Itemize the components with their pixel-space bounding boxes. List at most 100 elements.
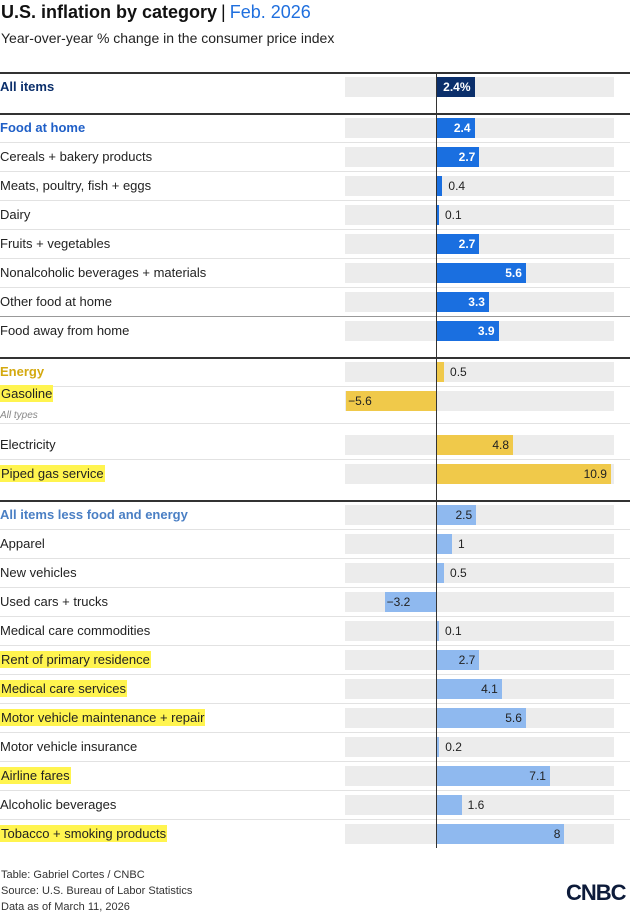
row-label: Fruits + vegetables (0, 236, 110, 252)
row-divider (0, 287, 630, 288)
data-label: −5.6 (348, 394, 372, 408)
data-label: 4.1 (481, 682, 498, 696)
row-label: Piped gas service (0, 465, 105, 482)
row-divider (0, 258, 630, 259)
data-bar (436, 766, 550, 786)
data-label: 7.1 (529, 769, 546, 783)
group-header-label: All items (0, 79, 54, 95)
row-divider (0, 316, 630, 317)
bar-track (345, 505, 614, 525)
data-bar (436, 464, 611, 484)
footer-source: Source: U.S. Bureau of Labor Statistics (1, 885, 193, 897)
bar-track (345, 176, 614, 196)
row-label: Gasoline (0, 385, 54, 402)
data-bar (436, 263, 526, 283)
data-bar (436, 505, 477, 525)
row-divider (0, 459, 630, 460)
title-separator: | (221, 2, 226, 22)
bar-track (345, 737, 614, 757)
title-text: U.S. inflation by category (1, 2, 218, 22)
row-divider (0, 761, 630, 762)
data-bar (436, 77, 475, 97)
row-divider (0, 616, 630, 617)
data-label: 2.4% (443, 80, 471, 94)
row-label: Dairy (0, 207, 30, 223)
data-label: 2.5 (455, 508, 473, 522)
zero-axis-line (436, 72, 437, 848)
row-label: New vehicles (0, 565, 77, 581)
data-label: 10.9 (583, 467, 607, 481)
data-label: 0.2 (445, 740, 462, 754)
row-divider (0, 142, 630, 143)
row-label: Tobacco + smoking products (0, 825, 168, 842)
row-divider (0, 558, 630, 559)
bar-track (345, 147, 614, 167)
bar-track (345, 205, 614, 225)
row-divider (0, 423, 630, 424)
row-label-text: Motor vehicle maintenance + repair (0, 709, 206, 726)
row-label-text: Rent of primary residence (0, 651, 151, 668)
data-label: 0.4 (448, 179, 466, 193)
data-bar (346, 391, 436, 411)
bar-track (345, 621, 614, 641)
bar-track (345, 563, 614, 583)
row-label: Apparel (0, 536, 45, 552)
data-label: −3.2 (386, 595, 411, 609)
cnbc-logo: CNBC (566, 880, 627, 905)
data-bar (436, 176, 443, 196)
bar-track (345, 534, 614, 554)
data-label: 2.7 (458, 653, 476, 667)
data-label: 1 (458, 537, 465, 551)
data-label: 0.5 (450, 566, 467, 580)
row-label-text: All items less food and energy (0, 507, 188, 522)
data-label: 2.4 (453, 121, 471, 135)
row-label: Motor vehicle insurance (0, 739, 137, 755)
row-divider (0, 529, 630, 530)
data-bar (436, 679, 502, 699)
data-bar (436, 435, 514, 455)
data-bar (436, 824, 565, 844)
row-label: Motor vehicle maintenance + repair (0, 709, 206, 726)
row-label-text: Medical care services (0, 680, 127, 697)
row-label-text: Energy (0, 364, 45, 379)
row-label-text: Airline fares (0, 767, 71, 784)
chart-title: U.S. inflation by category | Feb. 2026 (1, 2, 311, 23)
bar-track (345, 795, 614, 815)
row-sublabel: All types (0, 410, 38, 421)
row-label-text: Used cars + trucks (0, 594, 109, 609)
row-label-text: Apparel (0, 536, 45, 551)
row-label-text: Meats, poultry, fish + eggs (0, 178, 152, 193)
row-divider (0, 587, 630, 588)
row-label-text: Dairy (0, 207, 31, 222)
row-label: Rent of primary residence (0, 651, 151, 668)
row-label-text: Alcoholic beverages (0, 797, 117, 812)
data-bar (436, 234, 480, 254)
row-divider (0, 703, 630, 704)
row-label-text: Nonalcoholic beverages + materials (0, 265, 207, 280)
data-bar (436, 563, 445, 583)
row-label-text: Piped gas service (0, 465, 105, 482)
bar-track (345, 650, 614, 670)
row-label-text: All items (0, 79, 55, 94)
data-label: 0.5 (450, 365, 467, 379)
data-bar (436, 362, 445, 382)
row-label-text: Food at home (0, 120, 86, 135)
row-label: Cereals + bakery products (0, 149, 152, 165)
row-label-text: Other food at home (0, 294, 113, 309)
data-label: 2.7 (458, 237, 476, 251)
row-divider (0, 200, 630, 201)
row-divider (0, 645, 630, 646)
data-bar (436, 621, 439, 641)
bar-track (345, 234, 614, 254)
group-divider (0, 357, 630, 359)
data-label: 5.6 (505, 266, 522, 280)
bar-track (345, 77, 614, 97)
row-divider (0, 674, 630, 675)
data-bar (436, 118, 475, 138)
footer-date: Data as of March 11, 2026 (1, 901, 130, 913)
row-label-text: Cereals + bakery products (0, 149, 153, 164)
group-header-label: Energy (0, 364, 44, 380)
data-bar (436, 650, 480, 670)
data-label: 2.7 (458, 150, 476, 164)
data-label: 0.1 (445, 208, 462, 222)
